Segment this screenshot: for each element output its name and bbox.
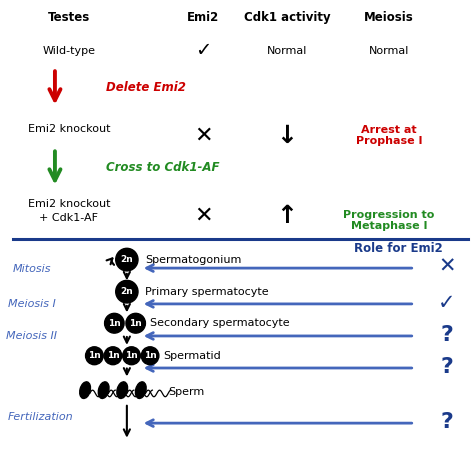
Ellipse shape	[136, 382, 146, 399]
Text: ✕: ✕	[438, 257, 456, 277]
Text: 1n: 1n	[88, 351, 101, 360]
Text: 1n: 1n	[144, 351, 156, 360]
Circle shape	[126, 313, 146, 333]
Text: ✓: ✓	[438, 293, 456, 313]
Circle shape	[116, 248, 138, 271]
Text: 1n: 1n	[108, 319, 121, 328]
Text: Delete Emi2: Delete Emi2	[106, 81, 186, 94]
Ellipse shape	[117, 382, 128, 399]
Text: Progression to
Metaphase I: Progression to Metaphase I	[343, 210, 435, 231]
Text: ✕: ✕	[194, 206, 213, 226]
Text: ?: ?	[441, 412, 454, 432]
Text: ?: ?	[441, 325, 454, 345]
Circle shape	[105, 313, 124, 333]
Ellipse shape	[80, 382, 91, 399]
Text: Cross to Cdk1-AF: Cross to Cdk1-AF	[106, 161, 219, 174]
Text: Sperm: Sperm	[169, 387, 205, 397]
Text: Testes: Testes	[48, 11, 90, 24]
Text: Secondary spermatocyte: Secondary spermatocyte	[150, 318, 290, 328]
Text: Fertilization: Fertilization	[8, 412, 74, 422]
Text: Meiosis: Meiosis	[364, 11, 414, 24]
Text: Emi2 knockout: Emi2 knockout	[27, 124, 110, 134]
Text: 2n: 2n	[120, 287, 133, 296]
Ellipse shape	[98, 382, 109, 399]
Text: ↓: ↓	[276, 124, 298, 148]
Text: Role for Emi2: Role for Emi2	[354, 242, 443, 255]
Text: Arrest at
Prophase I: Arrest at Prophase I	[356, 125, 422, 146]
Text: ?: ?	[441, 357, 454, 377]
Text: Wild-type: Wild-type	[42, 46, 95, 56]
Circle shape	[104, 347, 122, 365]
Text: Spermatid: Spermatid	[163, 351, 221, 361]
Circle shape	[141, 347, 159, 365]
Text: Emi2 knockout
+ Cdk1-AF: Emi2 knockout + Cdk1-AF	[27, 200, 110, 223]
Text: 1n: 1n	[129, 319, 142, 328]
Text: Meiosis I: Meiosis I	[8, 299, 55, 309]
Text: Spermatogonium: Spermatogonium	[146, 255, 242, 264]
Text: ✓: ✓	[195, 41, 211, 60]
Circle shape	[86, 347, 103, 365]
Text: Emi2: Emi2	[187, 11, 219, 24]
Text: 1n: 1n	[125, 351, 138, 360]
Text: 2n: 2n	[120, 255, 133, 264]
Text: ✕: ✕	[194, 126, 213, 146]
Text: Meiosis II: Meiosis II	[6, 331, 57, 341]
Text: Normal: Normal	[369, 46, 409, 56]
Text: Cdk1 activity: Cdk1 activity	[244, 11, 330, 24]
Text: 1n: 1n	[107, 351, 119, 360]
Text: Mitosis: Mitosis	[12, 264, 51, 274]
Text: Primary spermatocyte: Primary spermatocyte	[146, 287, 269, 297]
Text: Normal: Normal	[267, 46, 307, 56]
Text: ↑: ↑	[276, 204, 298, 228]
Circle shape	[116, 280, 138, 303]
Circle shape	[123, 347, 140, 365]
